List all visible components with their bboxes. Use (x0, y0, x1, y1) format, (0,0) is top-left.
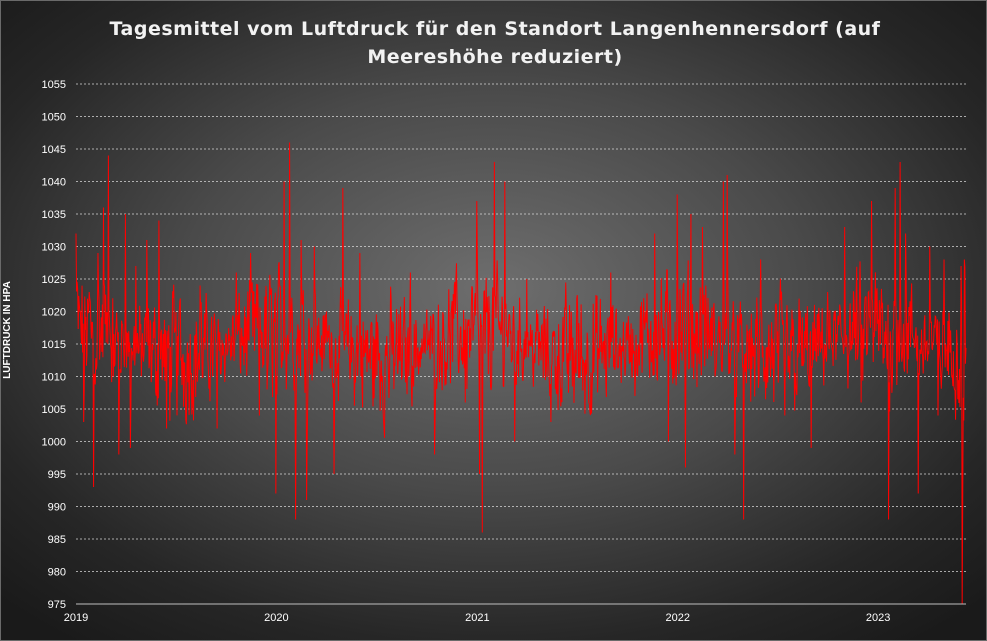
y-tick-label: 980 (48, 567, 66, 579)
y-tick-label: 1030 (42, 242, 66, 254)
y-tick-label: 1035 (42, 209, 66, 221)
chart-title: Tagesmittel vom Luftdruck für den Stando… (109, 18, 881, 68)
y-tick-label: 1005 (42, 404, 66, 416)
y-tick-label: 1045 (42, 144, 66, 156)
y-tick-label: 1055 (42, 79, 66, 91)
x-tick-label: 2023 (866, 612, 890, 624)
y-tick-label: 985 (48, 534, 66, 546)
y-tick-label: 1025 (42, 274, 66, 286)
y-tick-label: 990 (48, 502, 66, 514)
y-tick-label: 1000 (42, 437, 66, 449)
x-tick-label: 2022 (666, 612, 690, 624)
y-tick-labels: 975 980 985 990 995 1000 1005 1010 1015 1020 1025 1… (42, 79, 66, 611)
x-tick-label: 2021 (465, 612, 489, 624)
y-tick-label: 1050 (42, 112, 66, 124)
series-group (75, 142, 967, 605)
x-tick-label: 2019 (64, 612, 88, 624)
y-tick-label: 1015 (42, 339, 66, 351)
x-tick-labels: 2019 2020 2021 2022 2023 (64, 612, 891, 624)
series-line (75, 142, 967, 605)
y-tick-label: 1040 (42, 177, 66, 189)
y-tick-label: 995 (48, 469, 66, 481)
y-tick-label: 975 (48, 599, 66, 611)
y-tick-label: 1010 (42, 372, 66, 384)
y-tick-label: 1020 (42, 307, 66, 319)
x-tick-label: 2020 (264, 612, 288, 624)
gridlines (76, 83, 966, 572)
